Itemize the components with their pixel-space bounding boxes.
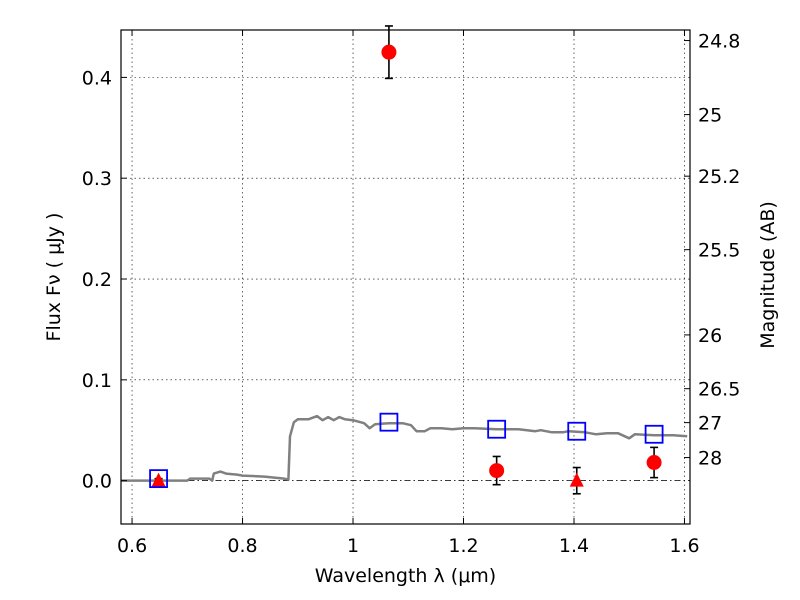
upper-limit-triangle <box>569 472 584 487</box>
data-markers <box>149 25 664 495</box>
y-tick-label: 0.0 <box>82 471 112 493</box>
y-tick-label: 0.2 <box>82 269 112 291</box>
x-tick-label: 1.6 <box>669 535 699 557</box>
model-band-square <box>487 419 507 439</box>
x-tick-label: 1 <box>347 535 359 557</box>
x-axis-label: Wavelength λ (μm) <box>315 565 496 587</box>
magnitude-tick-label: 24.8 <box>698 31 740 53</box>
magnitude-tick-label: 26.5 <box>698 379 740 401</box>
detection-point <box>381 44 397 60</box>
grid-lines <box>121 30 690 524</box>
axis-ticks: 0.6 0.8 1 1.2 1.4 1.6 0.0 0.1 0.2 0.3 0.4 24.8 25 25.… <box>82 30 740 557</box>
y-axis-label: Flux Fν ( μJy ) <box>43 213 65 342</box>
x-tick-label: 0.8 <box>227 535 257 557</box>
magnitude-tick-label: 26 <box>698 325 722 347</box>
y-tick-label: 0.1 <box>82 370 112 392</box>
detection-point <box>489 463 505 479</box>
upper-limit-triangle <box>151 472 166 487</box>
magnitude-tick-label: 25 <box>698 105 722 127</box>
model-band-square <box>644 424 664 444</box>
model-sed-curve <box>121 414 688 482</box>
plot-frame <box>120 29 691 525</box>
x-tick-label: 1.2 <box>448 535 478 557</box>
magnitude-tick-label: 28 <box>698 448 722 470</box>
magnitude-tick-label: 25.5 <box>698 240 740 262</box>
magnitude-axis-label: Magnitude (AB) <box>757 201 779 349</box>
y-tick-label: 0.3 <box>82 168 112 190</box>
model-band-square <box>567 421 587 441</box>
detection-point <box>646 455 662 471</box>
y-tick-label: 0.4 <box>82 67 112 89</box>
magnitude-tick-label: 27 <box>698 413 722 435</box>
x-tick-label: 1.4 <box>559 535 589 557</box>
model-band-square <box>149 469 168 489</box>
magnitude-tick-label: 25.2 <box>698 166 740 188</box>
x-tick-label: 0.6 <box>117 535 147 557</box>
model-band-square <box>379 412 399 432</box>
